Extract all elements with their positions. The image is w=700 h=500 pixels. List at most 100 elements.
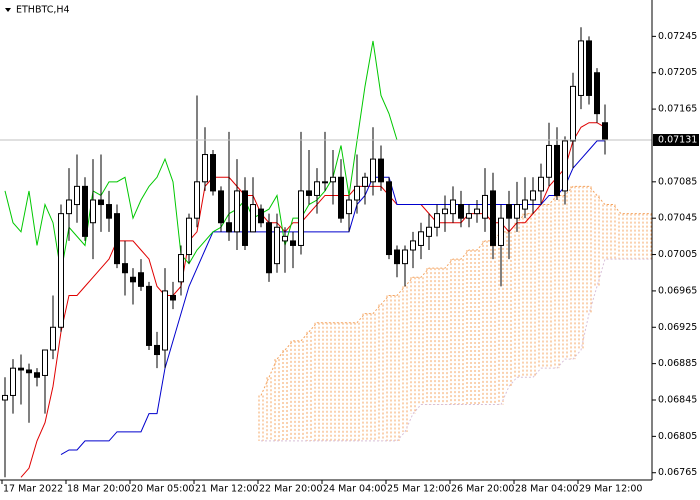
candle-body	[258, 208, 264, 224]
candle-body	[354, 185, 360, 201]
candle-body	[218, 190, 224, 224]
candle-body	[570, 85, 576, 142]
candle-body	[58, 213, 64, 328]
candle-body	[226, 222, 232, 233]
y-tick-label: 0.06805	[658, 431, 697, 442]
candle-body	[210, 154, 216, 192]
candle-body	[546, 144, 552, 178]
candle-body	[42, 349, 48, 376]
candle-body	[362, 176, 368, 187]
x-tick-label: 22 Mar 20:00	[259, 484, 322, 495]
y-tick-label: 0.07005	[658, 249, 697, 260]
candle-body	[154, 344, 160, 356]
current-price-label: 0.07131	[658, 135, 697, 146]
candle-body	[130, 276, 136, 283]
candle-body	[602, 122, 608, 141]
plot-area	[0, 27, 652, 478]
candle-body	[418, 231, 424, 246]
candle-body	[522, 199, 528, 210]
candle-body	[482, 194, 488, 219]
candle-body	[98, 199, 104, 206]
y-tick-label: 0.07245	[658, 31, 697, 42]
x-tick-label: 26 Mar 20:00	[451, 484, 514, 495]
candle-body	[298, 190, 304, 246]
candle-body	[66, 199, 72, 215]
y-tick-label: 0.07045	[658, 213, 697, 224]
candle-body	[186, 217, 192, 256]
candle-body	[34, 372, 40, 378]
candle-body	[394, 249, 400, 265]
candle-body	[50, 326, 56, 351]
candle-body	[90, 199, 96, 224]
x-tick-label: 24 Mar 04:00	[323, 484, 386, 495]
candle-body	[10, 367, 16, 396]
candle-body	[474, 208, 480, 215]
candle-body	[330, 176, 336, 183]
candle-body	[498, 217, 504, 246]
candle-body	[234, 190, 240, 233]
candle-body	[514, 204, 520, 219]
candle-body	[466, 213, 472, 219]
x-tick-label: 17 Mar 2022	[3, 484, 63, 495]
y-tick-label: 0.07205	[658, 67, 697, 78]
candle-body	[346, 199, 352, 215]
candle-body	[506, 204, 512, 219]
candle-body	[594, 72, 600, 115]
candle-body	[2, 394, 8, 401]
chart-title: ETHBTC,H4	[16, 5, 70, 16]
candle-body	[490, 190, 496, 246]
candle-body	[402, 249, 408, 265]
x-tick-label: 28 Mar 04:00	[515, 484, 578, 495]
candle-body	[538, 176, 544, 192]
y-tick-label: 0.06765	[658, 467, 697, 478]
candle-body	[410, 240, 416, 251]
candle-body	[274, 226, 280, 265]
y-tick-label: 0.06845	[658, 395, 697, 406]
candle-body	[586, 40, 592, 96]
candle-body	[370, 158, 376, 183]
span-b-line	[261, 258, 652, 442]
x-tick-label: 25 Mar 12:00	[387, 484, 450, 495]
x-tick-label: 18 Mar 20:00	[67, 484, 130, 495]
candle-body	[266, 222, 272, 274]
candle-body	[242, 190, 248, 246]
candle-body	[82, 185, 88, 237]
candle-body	[106, 204, 112, 219]
candle-body	[442, 208, 448, 215]
x-tick-label: 21 Mar 12:00	[195, 484, 258, 495]
candle-body	[314, 181, 320, 196]
candle-body	[450, 199, 456, 215]
y-tick-label: 0.06885	[658, 358, 697, 369]
candle-body	[338, 176, 344, 219]
candle-body	[530, 190, 536, 201]
candle-body	[282, 235, 288, 242]
candle-body	[202, 154, 208, 183]
current-price-box	[653, 134, 699, 146]
y-tick-label: 0.06925	[658, 322, 697, 333]
candle-body	[250, 204, 256, 233]
candle-body	[434, 213, 440, 228]
span-a-line	[260, 185, 652, 396]
y-tick-label: 0.06965	[658, 285, 697, 296]
candle-body	[578, 40, 584, 96]
candle-body	[26, 369, 32, 374]
candle-body	[554, 144, 560, 196]
y-tick-label: 0.07085	[658, 176, 697, 187]
candle-body	[122, 263, 128, 274]
candle-body	[74, 185, 80, 206]
x-tick-label: 20 Mar 05:00	[131, 484, 194, 495]
y-tick-label: 0.07165	[658, 104, 697, 115]
candle-body	[162, 290, 168, 351]
candle-body	[426, 226, 432, 237]
candle-body	[322, 181, 328, 184]
candle-body	[114, 213, 120, 265]
candle-body	[18, 367, 24, 371]
x-tick-label: 29 Mar 12:00	[579, 484, 642, 495]
candle-body	[138, 272, 144, 287]
candle-body	[458, 204, 464, 219]
candle-body	[146, 285, 152, 346]
candle-body	[378, 158, 384, 183]
candle-body	[386, 181, 392, 256]
candle-body	[170, 294, 176, 301]
